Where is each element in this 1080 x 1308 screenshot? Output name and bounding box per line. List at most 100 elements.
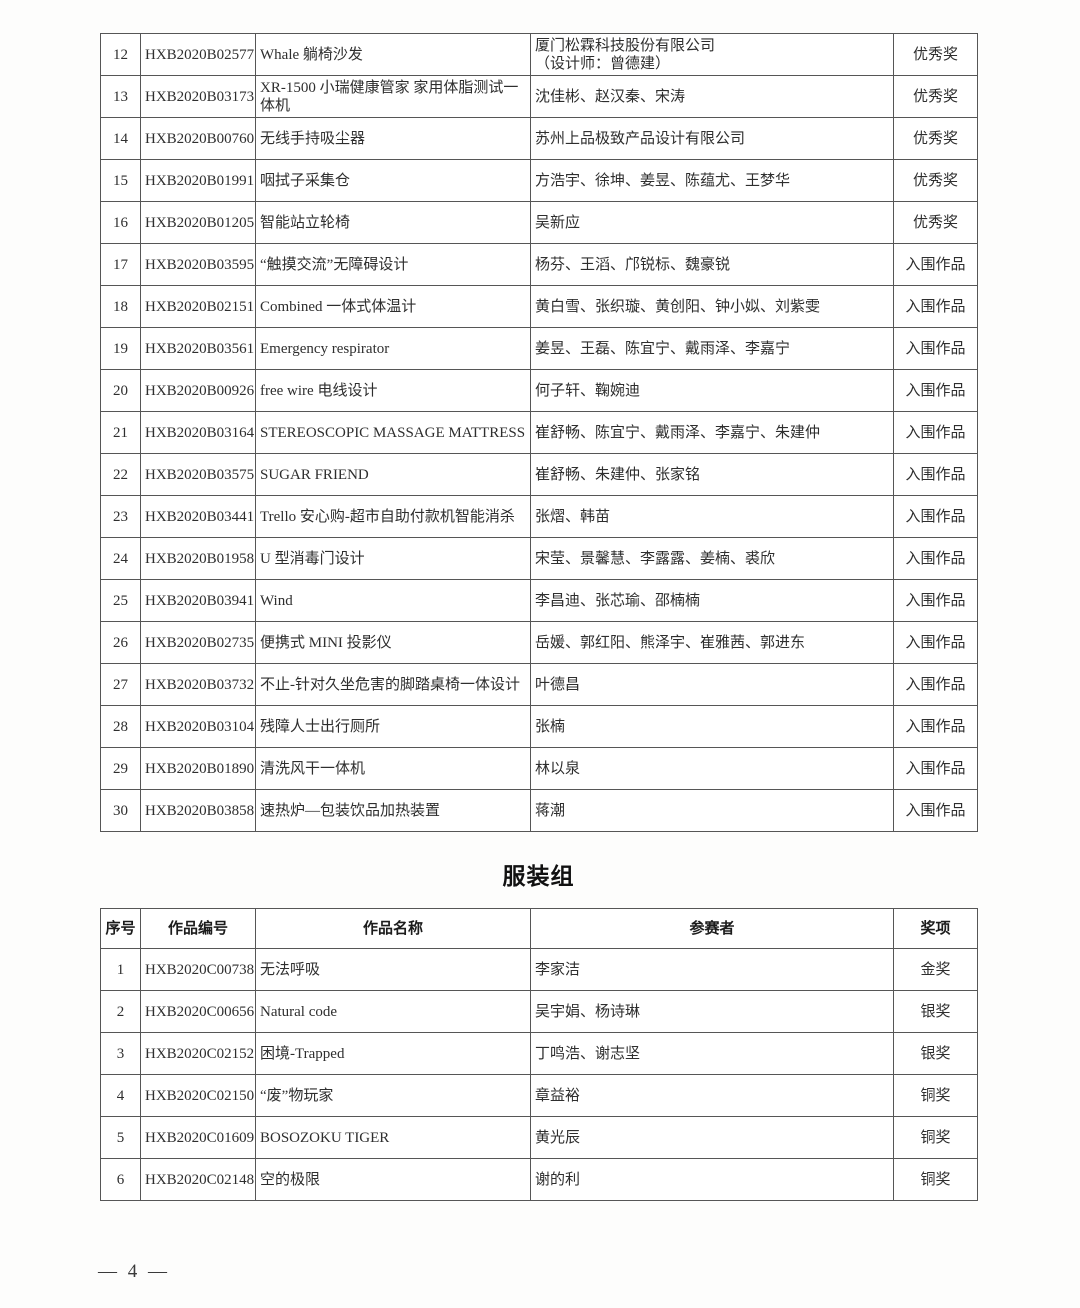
cell-code: HXB2020C00656 xyxy=(140,990,256,1033)
cell-participants: 李昌迪、张芯瑜、邵楠楠 xyxy=(530,579,894,622)
cell-award: 入围作品 xyxy=(893,663,978,706)
cell-participants: 方浩宇、徐坤、姜昱、陈蕴尤、王梦华 xyxy=(530,159,894,202)
cell-title: free wire 电线设计 xyxy=(255,369,531,412)
cell-participants: 林以泉 xyxy=(530,747,894,790)
cell-participants: 张楠 xyxy=(530,705,894,748)
cell-title: “触摸交流”无障碍设计 xyxy=(255,243,531,286)
cell-title: Combined 一体式体温计 xyxy=(255,285,531,328)
cell-code: HXB2020B01991 xyxy=(140,159,256,202)
cell-title: SUGAR FRIEND xyxy=(255,453,531,496)
cell-title: Emergency respirator xyxy=(255,327,531,370)
cell-title: Whale 躺椅沙发 xyxy=(255,33,531,76)
cell-title: 便携式 MINI 投影仪 xyxy=(255,621,531,664)
table-row: 26 HXB2020B02735 便携式 MINI 投影仪 岳媛、郭红阳、熊泽宇、崔雅… xyxy=(100,621,978,664)
cell-code: HXB2020B03173 xyxy=(140,75,256,118)
table-row: 24 HXB2020B01958 U 型消毒门设计 宋莹、景馨慧、李露露、姜楠、裘欣入… xyxy=(100,537,978,580)
cell-participants: 苏州上品极致产品设计有限公司 xyxy=(530,117,894,160)
cell-no: 17 xyxy=(100,243,141,286)
cell-title: STEREOSCOPIC MASSAGE MATTRESS xyxy=(255,411,531,454)
cell-award: 优秀奖 xyxy=(893,117,978,160)
table-row: 23 HXB2020B03441 Trello 安心购-超市自助付款机智能消杀 张熠、… xyxy=(100,495,978,538)
cell-no: 14 xyxy=(100,117,141,160)
cell-award: 入围作品 xyxy=(893,705,978,748)
cell-award: 入围作品 xyxy=(893,453,978,496)
header-cell-code: 作品编号 xyxy=(140,908,256,949)
cell-code: HXB2020B03858 xyxy=(140,789,256,832)
cell-code: HXB2020C00738 xyxy=(140,948,256,991)
table-row: 13 HXB2020B03173 XR-1500 小瑞健康管家 家用体脂测试一体机沈… xyxy=(100,75,978,118)
cell-award: 入围作品 xyxy=(893,789,978,832)
cell-award: 入围作品 xyxy=(893,243,978,286)
cell-code: HXB2020C01609 xyxy=(140,1116,256,1159)
cell-code: HXB2020B01958 xyxy=(140,537,256,580)
cell-participants: 李家洁 xyxy=(530,948,894,991)
cell-code: HXB2020C02152 xyxy=(140,1032,256,1075)
cell-no: 15 xyxy=(100,159,141,202)
table-row: 16 HXB2020B01205 智能站立轮椅 吴新应 优秀奖 xyxy=(100,201,978,244)
header-cell-no: 序号 xyxy=(100,908,141,949)
cell-participants: 沈佳彬、赵汉秦、宋涛 xyxy=(530,75,894,118)
cell-no: 4 xyxy=(100,1074,141,1117)
cell-no: 28 xyxy=(100,705,141,748)
cell-code: HXB2020B03441 xyxy=(140,495,256,538)
table-row: 6 HXB2020C02148 空的极限 谢的利 铜奖 xyxy=(100,1158,978,1201)
cell-title: 智能站立轮椅 xyxy=(255,201,531,244)
product-group-table: 12 HXB2020B02577 Whale 躺椅沙发 厦门松霖科技股份有限公司 （设… xyxy=(100,33,978,832)
cell-code: HXB2020B03595 xyxy=(140,243,256,286)
cell-no: 23 xyxy=(100,495,141,538)
cell-participants: 何子轩、鞠婉迪 xyxy=(530,369,894,412)
cell-code: HXB2020B03732 xyxy=(140,663,256,706)
table-row: 2 HXB2020C00656 Natural code 吴宇娟、杨诗琳 银奖 xyxy=(100,990,978,1033)
cell-no: 3 xyxy=(100,1032,141,1075)
cell-participants: 蒋潮 xyxy=(530,789,894,832)
cell-participants: 黄白雪、张织璇、黄创阳、钟小姒、刘紫雯 xyxy=(530,285,894,328)
cell-award: 优秀奖 xyxy=(893,33,978,76)
cell-participants: 叶德昌 xyxy=(530,663,894,706)
table-row: 27 HXB2020B03732 不止-针对久坐危害的脚踏桌椅一体设计 叶德昌 入围作品 xyxy=(100,663,978,706)
cell-code: HXB2020B03941 xyxy=(140,579,256,622)
table-row: 4 HXB2020C02150 “废”物玩家 章益裕 铜奖 xyxy=(100,1074,978,1117)
cell-title: 清洗风干一体机 xyxy=(255,747,531,790)
cell-no: 26 xyxy=(100,621,141,664)
cell-participants: 谢的利 xyxy=(530,1158,894,1201)
table-row: 15 HXB2020B01991 咽拭子采集仓 方浩宇、徐坤、姜昱、陈蕴尤、王梦华 优秀… xyxy=(100,159,978,202)
clothing-table-body: 1 HXB2020C00738 无法呼吸 李家洁 金奖 2 HXB2020C00656 Nat… xyxy=(100,948,978,1201)
cell-award: 铜奖 xyxy=(893,1116,978,1159)
cell-participants: 张熠、韩苗 xyxy=(530,495,894,538)
table-row: 21 HXB2020B03164 STEREOSCOPIC MASSAGE MATT… xyxy=(100,411,978,454)
cell-code: HXB2020B00760 xyxy=(140,117,256,160)
cell-award: 入围作品 xyxy=(893,537,978,580)
cell-title: BOSOZOKU TIGER xyxy=(255,1116,531,1159)
cell-award: 入围作品 xyxy=(893,369,978,412)
table-row: 28 HXB2020B03104 残障人士出行厕所 张楠 入围作品 xyxy=(100,705,978,748)
cell-code: HXB2020B01205 xyxy=(140,201,256,244)
cell-participants: 丁鸣浩、谢志坚 xyxy=(530,1032,894,1075)
table-row: 14 HXB2020B00760 无线手持吸尘器 苏州上品极致产品设计有限公司 优秀奖 xyxy=(100,117,978,160)
cell-title: Wind xyxy=(255,579,531,622)
cell-code: HXB2020B02735 xyxy=(140,621,256,664)
cell-award: 金奖 xyxy=(893,948,978,991)
cell-no: 12 xyxy=(100,33,141,76)
cell-award: 铜奖 xyxy=(893,1074,978,1117)
table-row: 1 HXB2020C00738 无法呼吸 李家洁 金奖 xyxy=(100,948,978,991)
cell-no: 24 xyxy=(100,537,141,580)
table-row: 20 HXB2020B00926 free wire 电线设计 何子轩、鞠婉迪 入围作品 xyxy=(100,369,978,412)
header-cell-participants: 参赛者 xyxy=(530,908,894,949)
table-row: 30 HXB2020B03858 速热炉—包装饮品加热装置 蒋潮 入围作品 xyxy=(100,789,978,832)
table-row: 5 HXB2020C01609 BOSOZOKU TIGER 黄光辰 铜奖 xyxy=(100,1116,978,1159)
cell-award: 银奖 xyxy=(893,990,978,1033)
cell-title: 困境-Trapped xyxy=(255,1032,531,1075)
cell-title: 不止-针对久坐危害的脚踏桌椅一体设计 xyxy=(255,663,531,706)
cell-participants: 章益裕 xyxy=(530,1074,894,1117)
cell-no: 5 xyxy=(100,1116,141,1159)
clothing-group-table: 序号 作品编号 作品名称 参赛者 奖项 1 HXB2020C00738 无法呼吸 李家… xyxy=(100,908,978,1201)
cell-code: HXB2020B01890 xyxy=(140,747,256,790)
header-cell-title: 作品名称 xyxy=(255,908,531,949)
cell-no: 27 xyxy=(100,663,141,706)
cell-award: 银奖 xyxy=(893,1032,978,1075)
cell-participants: 宋莹、景馨慧、李露露、姜楠、裘欣 xyxy=(530,537,894,580)
cell-no: 30 xyxy=(100,789,141,832)
cell-no: 29 xyxy=(100,747,141,790)
cell-no: 19 xyxy=(100,327,141,370)
cell-title: “废”物玩家 xyxy=(255,1074,531,1117)
